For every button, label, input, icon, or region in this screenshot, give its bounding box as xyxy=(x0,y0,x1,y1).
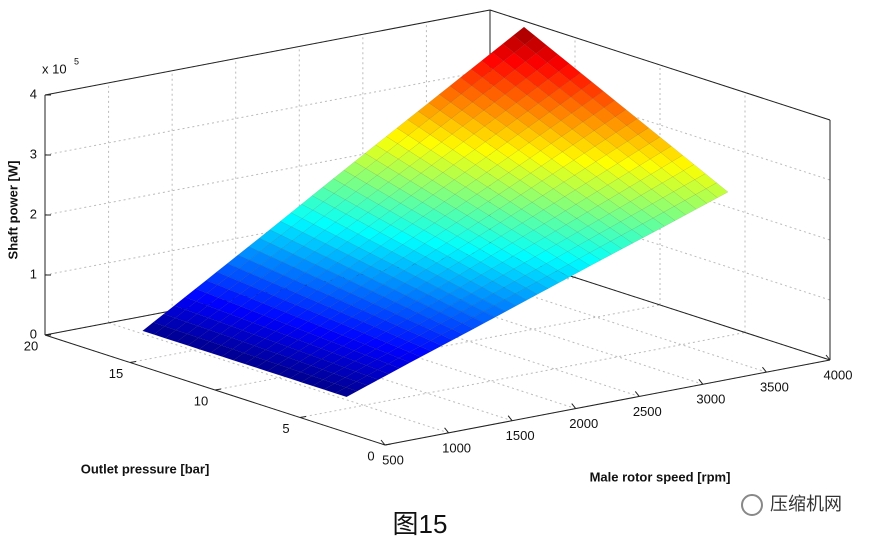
x-tick-label: 2500 xyxy=(633,404,662,419)
surface-cell xyxy=(470,274,494,288)
exponent-base: x 10 xyxy=(42,61,67,76)
surface-cell xyxy=(610,235,634,250)
surface-cell xyxy=(430,334,453,346)
surface-cell xyxy=(226,254,250,269)
x-tick-label: 3000 xyxy=(696,392,725,407)
y-tick-label: 0 xyxy=(367,448,374,463)
surface-cell xyxy=(491,262,515,276)
x-tick-label: 1500 xyxy=(506,428,535,443)
y-tick xyxy=(214,388,222,391)
y-tick-label: 20 xyxy=(24,338,38,353)
surface-cell xyxy=(175,321,199,335)
z-tick-label: 0 xyxy=(30,326,37,341)
x-tick-label: 4000 xyxy=(824,367,853,382)
x-tick xyxy=(698,378,704,385)
z-tick-label: 1 xyxy=(30,266,37,281)
surface-cell xyxy=(385,325,409,337)
surface-cell xyxy=(198,341,222,354)
surface-cell xyxy=(232,352,256,365)
surface-cell xyxy=(695,188,718,204)
surface-cell xyxy=(285,304,308,318)
surface-cell xyxy=(209,333,233,346)
surface-cell xyxy=(360,278,384,292)
y-tick xyxy=(129,361,137,363)
x-tick-label: 500 xyxy=(382,452,404,467)
surface-cell xyxy=(471,287,494,300)
x-tick xyxy=(634,391,640,397)
x-tick xyxy=(762,366,767,373)
surface-cell xyxy=(260,256,283,271)
surface-cell xyxy=(318,307,342,320)
x-tick xyxy=(825,354,831,361)
surface-cell xyxy=(253,326,277,339)
x-tick xyxy=(507,415,513,422)
surface-cell xyxy=(221,348,245,361)
grid-line xyxy=(44,129,491,216)
x-axis-label: Male rotor speed [rpm] xyxy=(590,469,731,484)
surface-cell xyxy=(142,322,165,335)
surface-cell xyxy=(440,317,463,330)
surface-cell xyxy=(513,26,536,45)
y-tick xyxy=(299,416,307,418)
x-tick xyxy=(571,403,577,409)
x-tick xyxy=(444,427,449,434)
surface-cell xyxy=(186,313,209,327)
watermark: 压缩机网 xyxy=(770,494,842,514)
y-tick xyxy=(44,333,52,336)
y-tick-label: 5 xyxy=(282,421,289,436)
surface-cell xyxy=(207,297,230,311)
y-tick-label: 10 xyxy=(194,393,208,408)
y-tick xyxy=(384,443,392,446)
surface-cell xyxy=(244,356,267,368)
surface-cell xyxy=(364,337,388,350)
surface-cell xyxy=(451,322,475,335)
surface-cell xyxy=(278,368,301,379)
x-tick-label: 1000 xyxy=(442,440,471,455)
surface-cell xyxy=(265,342,289,354)
surface-cell xyxy=(511,222,534,237)
surface-cell xyxy=(249,264,273,279)
z-axis-label: Shaft power [W] xyxy=(5,161,20,260)
z-tick-label: 2 xyxy=(30,206,37,221)
surface-cell xyxy=(152,313,176,327)
surface-cell xyxy=(220,325,243,339)
surface-cell xyxy=(186,325,210,338)
surface-cell xyxy=(334,387,358,398)
surface-cell xyxy=(320,341,344,353)
y-axis-label: Outlet pressure [bar] xyxy=(81,461,210,476)
grid-line xyxy=(299,332,746,418)
box-edge xyxy=(44,9,491,96)
x-tick-label: 2000 xyxy=(569,416,598,431)
y-tick-label: 15 xyxy=(109,366,123,381)
surface-cell xyxy=(377,363,401,375)
surface-cell xyxy=(504,293,528,307)
grid-line xyxy=(44,69,491,156)
surface-cell xyxy=(255,360,279,372)
surface-cell xyxy=(438,293,462,307)
surface-cell xyxy=(355,375,379,386)
surface-cell xyxy=(557,264,581,278)
surface-cell xyxy=(232,341,255,354)
x-tick xyxy=(380,439,386,446)
surface-cell xyxy=(503,52,526,70)
surface-cell xyxy=(164,329,188,343)
surface-cell xyxy=(415,281,439,295)
box-edge xyxy=(384,359,831,446)
surface-cell xyxy=(338,267,361,281)
caption: 图15 xyxy=(393,509,448,539)
x-tick-label: 3500 xyxy=(760,380,789,395)
z-tick-label: 3 xyxy=(30,146,37,161)
exponent-power: 5 xyxy=(74,56,79,66)
surface-cell xyxy=(343,350,367,362)
surface-cell xyxy=(683,179,707,195)
surface-cell xyxy=(229,306,253,319)
surface-cell xyxy=(282,267,306,281)
watermark-icon xyxy=(741,494,763,516)
surface-cell xyxy=(564,189,587,205)
box-edge xyxy=(489,9,831,121)
z-tick-label: 4 xyxy=(30,86,37,101)
